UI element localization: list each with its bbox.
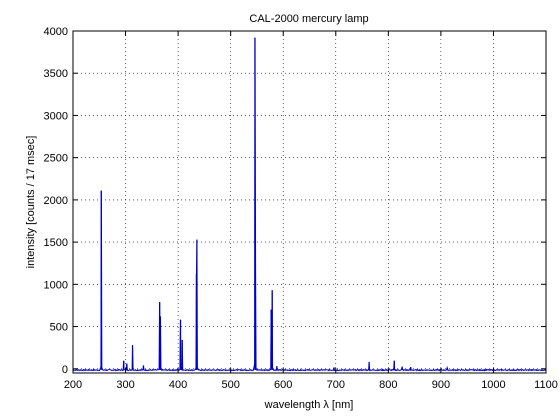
x-tick-label: 300 bbox=[116, 379, 134, 391]
y-tick-label: 2500 bbox=[44, 153, 68, 165]
y-tick-label: 3000 bbox=[44, 110, 68, 122]
y-tick-label: 500 bbox=[50, 322, 68, 334]
x-tick-label: 500 bbox=[221, 379, 239, 391]
y-tick-label: 0 bbox=[62, 364, 68, 376]
y-axis-label: intensity [counts / 17 msec] bbox=[25, 136, 37, 269]
grid-layer bbox=[73, 31, 546, 373]
x-tick-label: 600 bbox=[274, 379, 292, 391]
series-layer bbox=[72, 37, 547, 372]
plot-area bbox=[73, 31, 546, 373]
x-axis-label: wavelength λ [nm] bbox=[264, 399, 354, 411]
y-tick-label: 4000 bbox=[44, 26, 68, 38]
spectrum-line bbox=[72, 37, 547, 372]
y-tick-label: 1000 bbox=[44, 279, 68, 291]
chart-title: CAL-2000 mercury lamp bbox=[249, 13, 368, 25]
x-tick-label: 200 bbox=[64, 379, 82, 391]
tick-layer: 200 300 400 500 600 700 800 900 1000 1100 0 500 1000… bbox=[44, 26, 558, 391]
x-tick-label: 400 bbox=[169, 379, 187, 391]
y-tick-label: 1500 bbox=[44, 237, 68, 249]
y-tick-label: 3500 bbox=[44, 68, 68, 80]
x-tick-label: 1000 bbox=[481, 379, 505, 391]
x-tick-label: 1100 bbox=[534, 379, 558, 391]
x-tick-label: 700 bbox=[327, 379, 345, 391]
y-tick-label: 2000 bbox=[44, 195, 68, 207]
axes-frame bbox=[72, 30, 547, 374]
x-tick-label: 900 bbox=[432, 379, 450, 391]
x-tick-label: 800 bbox=[379, 379, 397, 391]
